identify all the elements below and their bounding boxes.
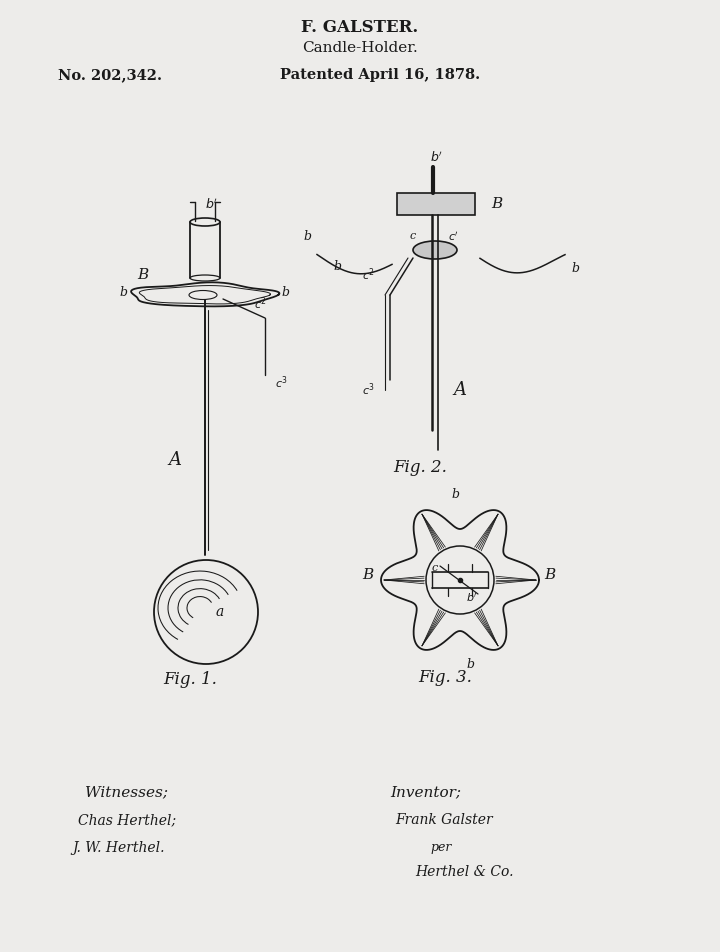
Text: $c^3$: $c^3$: [361, 382, 374, 398]
Text: F. GALSTER.: F. GALSTER.: [302, 18, 418, 35]
Text: b: b: [333, 261, 341, 273]
Text: Inventor;: Inventor;: [390, 785, 461, 799]
Text: $b'$: $b'$: [205, 198, 219, 212]
Text: Chas Herthel;: Chas Herthel;: [78, 813, 176, 827]
Text: b: b: [281, 286, 289, 299]
Text: b: b: [303, 230, 311, 244]
Text: B: B: [491, 197, 503, 211]
Text: $c'$: $c'$: [448, 229, 459, 243]
Text: Fig. 2.: Fig. 2.: [393, 460, 447, 477]
Text: $c^2$: $c^2$: [361, 267, 374, 284]
Text: $c^2$: $c^2$: [253, 296, 266, 312]
Text: Fig. 3.: Fig. 3.: [418, 669, 472, 686]
Text: B: B: [362, 568, 374, 582]
Text: Fig. 1.: Fig. 1.: [163, 671, 217, 688]
Text: A: A: [168, 451, 181, 469]
Text: B: B: [544, 568, 556, 582]
Text: $b'$: $b'$: [431, 150, 444, 166]
Text: $c^3$: $c^3$: [274, 375, 287, 391]
Text: c: c: [432, 563, 438, 573]
Text: Witnesses;: Witnesses;: [85, 785, 168, 799]
Text: b: b: [451, 488, 459, 502]
Text: b: b: [466, 659, 474, 671]
FancyBboxPatch shape: [397, 193, 475, 215]
Text: $b'$: $b'$: [466, 591, 478, 605]
Text: b: b: [571, 263, 579, 275]
Text: Frank Galster: Frank Galster: [395, 813, 492, 827]
Text: Herthel & Co.: Herthel & Co.: [415, 865, 513, 879]
Text: Candle-Holder.: Candle-Holder.: [302, 41, 418, 55]
Text: Patented April 16, 1878.: Patented April 16, 1878.: [280, 68, 480, 82]
Text: A: A: [454, 381, 467, 399]
Ellipse shape: [413, 241, 457, 259]
Text: a: a: [216, 605, 224, 619]
Text: J. W. Herthel.: J. W. Herthel.: [72, 841, 164, 855]
Text: c: c: [410, 231, 416, 241]
Text: B: B: [138, 268, 148, 282]
Text: b: b: [119, 286, 127, 299]
Text: No. 202,342.: No. 202,342.: [58, 68, 162, 82]
Text: per: per: [430, 841, 451, 854]
